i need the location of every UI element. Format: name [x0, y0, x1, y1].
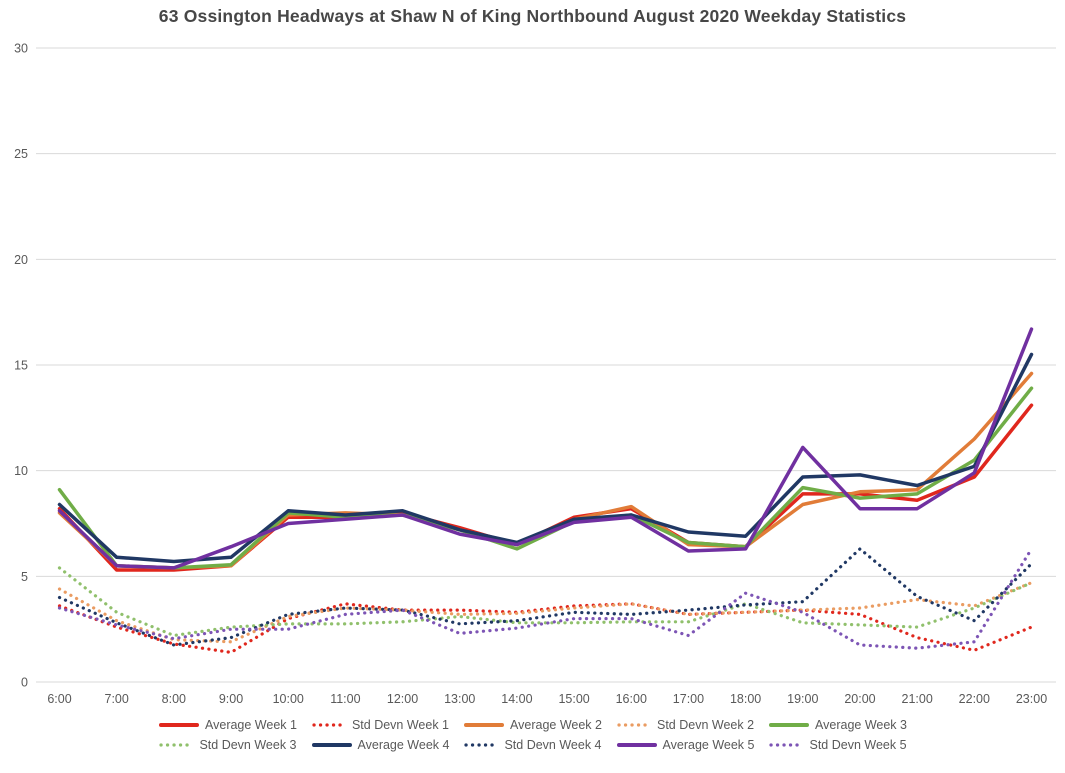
- solid-line-swatch-icon: [464, 723, 505, 727]
- legend-label-std-devn-week-5: Std Devn Week 5: [809, 738, 907, 752]
- dotted-line-swatch-icon: [312, 723, 346, 727]
- legend-label-average-week-4: Average Week 4: [357, 738, 450, 752]
- dotted-line-swatch-icon: [769, 743, 804, 747]
- legend-item-average-week-3: Average Week 3: [768, 718, 907, 732]
- legend-item-std-devn-week-4: Std Devn Week 4: [463, 738, 602, 752]
- plot-area: 0 5 10 15 20 25 30 6:00 7:00 8:00 9:00 10:00 11:00 12…: [14, 42, 1056, 706]
- x-tick-label-1500: 15:00: [558, 692, 589, 706]
- y-tick-label-25: 25: [14, 147, 28, 161]
- y-tick-label-20: 20: [14, 253, 28, 267]
- x-tick-label-1400: 14:00: [501, 692, 532, 706]
- series-line-std-devn-week-1: [57, 602, 1034, 655]
- legend-item-std-devn-week-5: Std Devn Week 5: [768, 738, 907, 752]
- solid-line-swatch-icon: [616, 743, 657, 747]
- legend-label-average-week-5: Average Week 5: [662, 738, 755, 752]
- solid-line-swatch-icon: [769, 723, 810, 727]
- legend-label-average-week-1: Average Week 1: [205, 718, 297, 732]
- chart-legend: Average Week 1 Std Devn Week 1 Average Wee…: [0, 718, 1065, 752]
- legend-item-average-week-4: Average Week 4: [311, 738, 450, 752]
- legend-item-average-week-1: Average Week 1: [158, 718, 297, 732]
- solid-line-swatch-icon: [159, 723, 199, 727]
- x-tick-label-2100: 21:00: [902, 692, 933, 706]
- series-line-std-devn-week-4: [57, 547, 1034, 647]
- legend-item-average-week-5: Average Week 5: [616, 738, 755, 752]
- solid-line-swatch-icon: [311, 743, 352, 747]
- series-line-average-week-4: [57, 352, 1034, 564]
- x-tick-label-2000: 20:00: [844, 692, 875, 706]
- x-tick-label-1800: 18:00: [730, 692, 761, 706]
- dotted-line-swatch-icon: [159, 743, 194, 747]
- x-tick-label-1200: 12:00: [387, 692, 418, 706]
- y-tick-label-5: 5: [21, 570, 28, 584]
- x-tick-label-900: 9:00: [219, 692, 243, 706]
- x-tick-label-600: 6:00: [47, 692, 71, 706]
- series-line-std-devn-week-3: [57, 566, 1034, 638]
- legend-item-std-devn-week-1: Std Devn Week 1: [311, 718, 449, 732]
- series-line-average-week-1: [57, 403, 1034, 572]
- x-tick-label-1000: 10:00: [273, 692, 304, 706]
- x-tick-label-700: 7:00: [105, 692, 129, 706]
- legend-label-average-week-3: Average Week 3: [815, 718, 907, 732]
- x-tick-label-2200: 22:00: [959, 692, 990, 706]
- legend-row-1: Average Week 1 Std Devn Week 1 Average Wee…: [158, 718, 907, 732]
- legend-label-std-devn-week-2: Std Devn Week 2: [656, 718, 755, 732]
- y-tick-label-0: 0: [21, 676, 28, 690]
- legend-item-std-devn-week-2: Std Devn Week 2: [616, 718, 754, 732]
- x-tick-label-1600: 16:00: [616, 692, 647, 706]
- legend-label-std-devn-week-3: Std Devn Week 3: [199, 738, 297, 752]
- legend-item-std-devn-week-3: Std Devn Week 3: [158, 738, 297, 752]
- x-tick-label-1700: 17:00: [673, 692, 704, 706]
- x-tick-label-1100: 11:00: [330, 692, 360, 706]
- dotted-line-swatch-icon: [617, 723, 651, 727]
- x-tick-label-2300: 23:00: [1016, 692, 1047, 706]
- y-tick-label-30: 30: [14, 42, 28, 56]
- y-tick-label-10: 10: [14, 464, 28, 478]
- legend-label-std-devn-week-4: Std Devn Week 4: [504, 738, 602, 752]
- legend-item-average-week-2: Average Week 2: [463, 718, 602, 732]
- legend-label-std-devn-week-1: Std Devn Week 1: [351, 718, 450, 732]
- dotted-line-swatch-icon: [464, 743, 499, 747]
- series-line-average-week-5: [57, 327, 1034, 570]
- legend-label-average-week-2: Average Week 2: [510, 718, 602, 732]
- x-tick-label-800: 8:00: [162, 692, 186, 706]
- series-line-std-devn-week-5: [57, 547, 1034, 650]
- x-tick-label-1300: 13:00: [444, 692, 475, 706]
- x-tick-label-1900: 19:00: [787, 692, 818, 706]
- y-tick-label-15: 15: [14, 359, 28, 373]
- chart-title: 63 Ossington Headways at Shaw N of King …: [158, 6, 907, 26]
- legend-row-2: Std Devn Week 3 Average Week 4 Std Devn We…: [158, 738, 907, 752]
